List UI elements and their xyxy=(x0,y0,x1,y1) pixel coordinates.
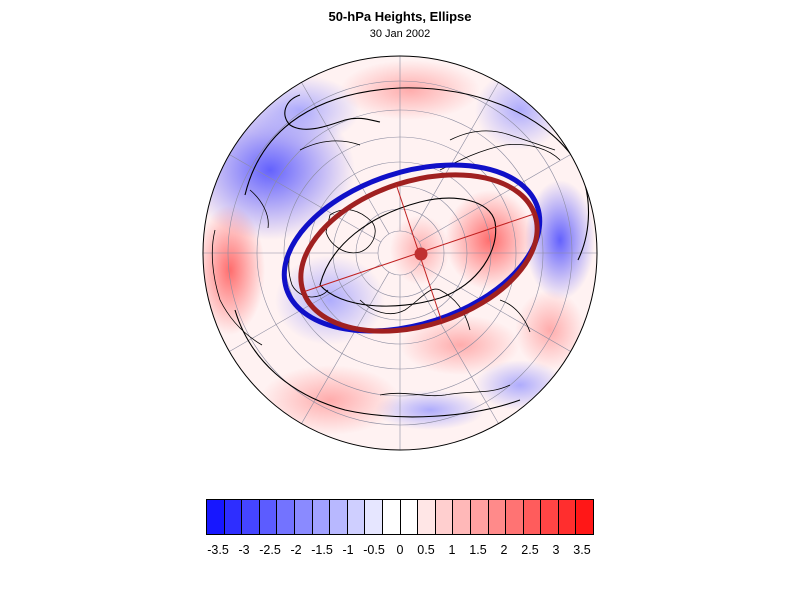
colorbar-swatch xyxy=(523,500,542,534)
colorbar-tick-label: 0 xyxy=(396,543,404,557)
colorbar-tick-label: -1.5 xyxy=(311,543,333,557)
coastlines xyxy=(211,130,561,397)
colorbar-tick-label: -2.5 xyxy=(259,543,281,557)
meridian-line xyxy=(229,154,382,243)
colorbar-swatch xyxy=(470,500,489,534)
anomaly-field xyxy=(203,56,597,450)
colorbar-swatch xyxy=(541,500,559,534)
colorbar-swatch xyxy=(435,500,454,534)
colorbar-labels: -3.5 -3 -2.5 -2 -1.5 -1 -0.5 0 0.5 1 1.5 2 2.5 3 3.5 xyxy=(0,543,800,563)
colorbar-swatch xyxy=(259,500,278,534)
colorbar-tick-label: 1.5 xyxy=(469,543,487,557)
colorbar-swatch xyxy=(312,500,331,534)
vortex-center-marker xyxy=(414,247,428,261)
colorbar-swatch xyxy=(558,500,577,534)
colorbar-tick-label: -0.5 xyxy=(363,543,385,557)
colorbar-tick-label: -3.5 xyxy=(207,543,229,557)
ellipse-a xyxy=(281,162,543,334)
meridian-lines xyxy=(203,56,597,450)
ellipse-b xyxy=(298,172,540,334)
colorbar-swatch xyxy=(347,500,366,534)
meridian-line xyxy=(418,154,571,243)
colorbar-swatch xyxy=(488,500,507,534)
colorbar-tick-label: 2 xyxy=(500,543,508,557)
meridian-line xyxy=(410,271,499,424)
colorbar-swatch xyxy=(382,500,401,534)
colorbar-swatch xyxy=(453,500,471,534)
colorbar-swatch xyxy=(400,500,419,534)
height-contours xyxy=(234,87,590,418)
colorbar-tick-label: 3.5 xyxy=(573,543,591,557)
colorbar-swatch xyxy=(207,500,225,534)
colorbar-tick-label: -2 xyxy=(290,543,302,557)
meridian-line xyxy=(410,82,499,235)
colorbar-swatch xyxy=(294,500,313,534)
map-date: 30 Jan 2002 xyxy=(369,28,431,40)
colorbar xyxy=(206,499,594,535)
colorbar-swatch xyxy=(224,500,243,534)
colorbar-swatch xyxy=(576,500,594,534)
meridian-line xyxy=(301,271,390,424)
colorbar-swatch xyxy=(242,500,260,534)
colorbar-tick-label: 2.5 xyxy=(521,543,539,557)
colorbar-swatch xyxy=(365,500,383,534)
colorbar-tick-label: 3 xyxy=(552,543,560,557)
colorbar-tick-label: -1 xyxy=(342,543,354,557)
colorbar-swatch xyxy=(277,500,295,534)
colorbar-tick-label: -3 xyxy=(238,543,250,557)
colorbar-tick-label: 1 xyxy=(448,543,456,557)
map-title: 50-hPa Heights, Ellipse xyxy=(328,9,472,24)
colorbar-swatch xyxy=(418,500,436,534)
meridian-line xyxy=(229,263,382,352)
colorbar-tick-label: 0.5 xyxy=(417,543,435,557)
map-border xyxy=(202,55,598,451)
colorbar-swatch xyxy=(330,500,348,534)
meridian-line xyxy=(418,263,571,352)
colorbar-swatch xyxy=(506,500,524,534)
